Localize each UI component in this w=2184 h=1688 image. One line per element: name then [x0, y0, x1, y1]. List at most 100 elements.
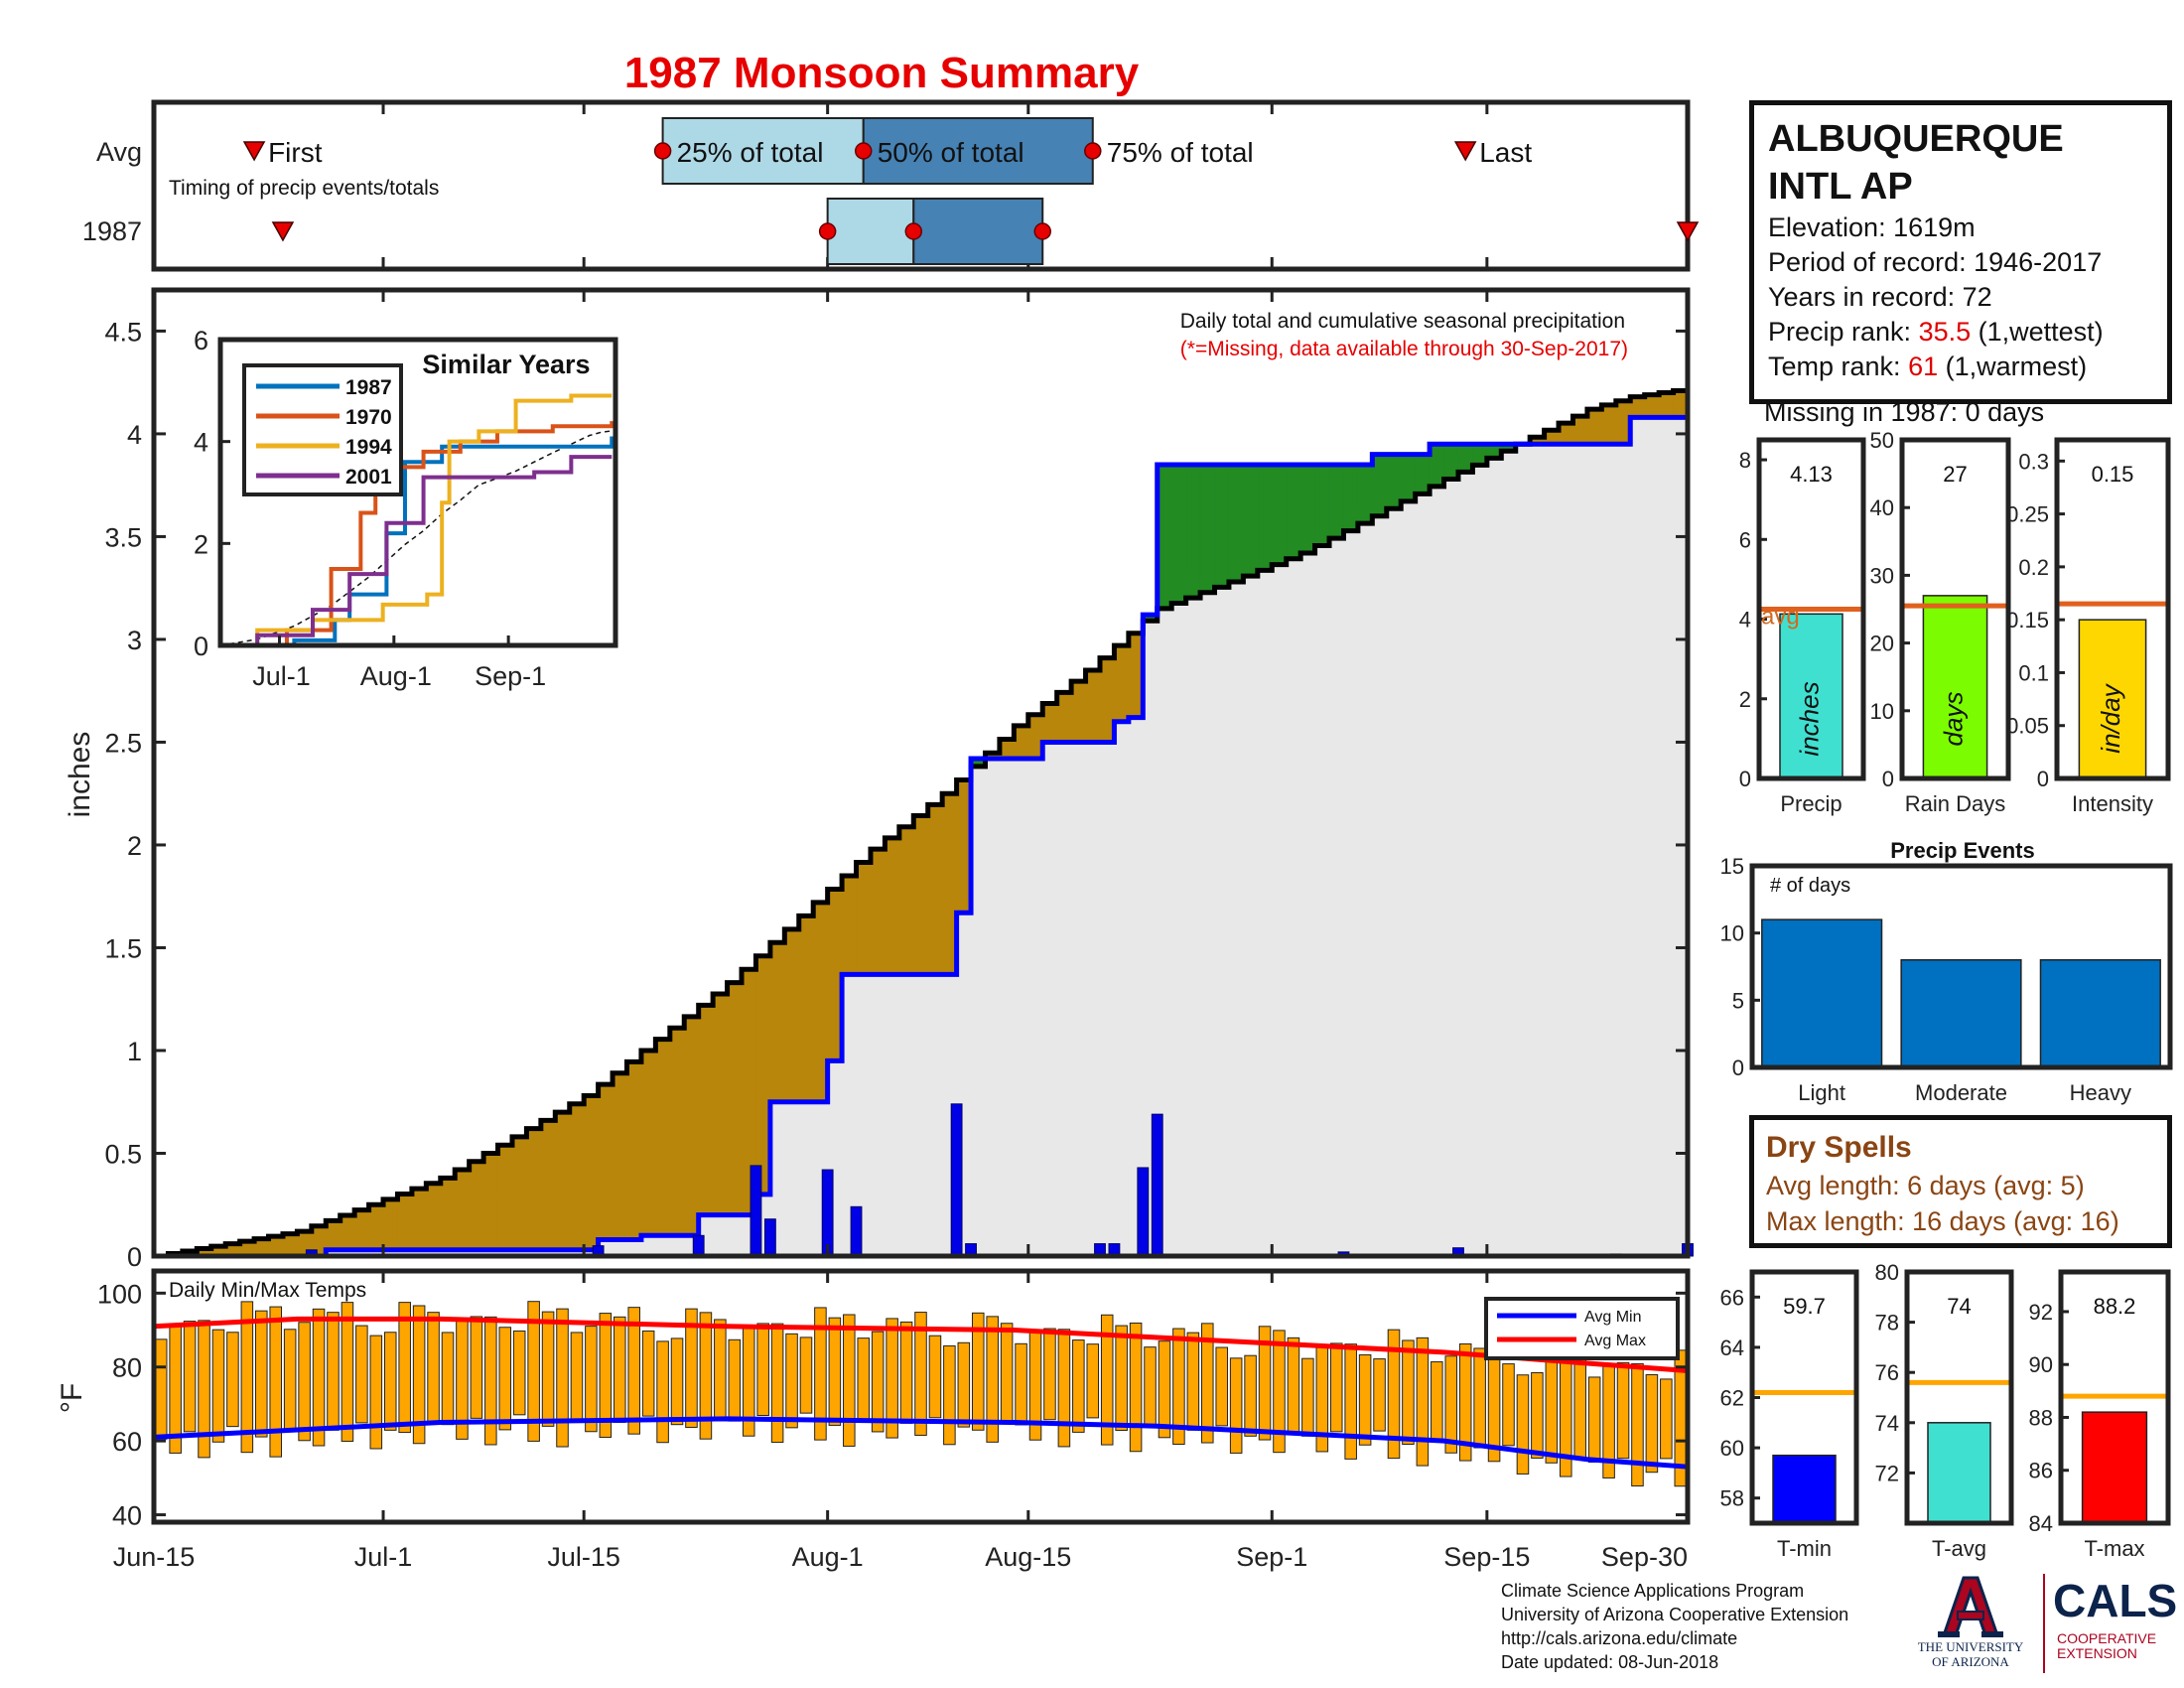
dry-spells-avg: Avg length: 6 days (avg: 5) — [1766, 1171, 2085, 1200]
intensity-ytick-label: 0.2 — [2018, 555, 2049, 580]
avg-p50-label: 50% of total — [878, 137, 1024, 168]
rain-days-ytick-label: 20 — [1870, 632, 1894, 656]
daily-temp-bar — [341, 1302, 354, 1443]
daily-temp-bar — [1416, 1336, 1430, 1467]
events-title: Precip Events — [1890, 838, 2035, 863]
daily-temp-bar — [685, 1308, 698, 1428]
precip-total-avg-label: avg — [1761, 604, 1800, 631]
daily-temp-bar — [1516, 1374, 1530, 1475]
intensity-ytick-label: 0.05 — [2006, 714, 2049, 739]
daily-temp-bar — [1100, 1314, 1114, 1446]
t-avg-ytick-label: 76 — [1875, 1360, 1899, 1385]
daily-precip-bar — [950, 1103, 963, 1257]
daily-precip-bar — [763, 1218, 776, 1257]
daily-temp-bar — [641, 1330, 655, 1417]
cals-logo-line2: EXTENSION — [2057, 1645, 2137, 1661]
main-ytick-label: 1.5 — [104, 933, 142, 963]
daily-temp-bar — [240, 1301, 254, 1454]
summary-bar-charts: 0 2 4 6 8 4.13 Precip inches avg 0 10 20 30 40 50 27 Rai… — [1739, 428, 2171, 816]
inset-frame — [217, 337, 618, 648]
main-annotation: Daily total and cumulative seasonal prec… — [1180, 310, 1625, 333]
daily-temp-bar — [1358, 1353, 1372, 1446]
precip-rank: Precip rank: 35.5 (1,wettest) — [1768, 315, 2153, 350]
precip-rank-value: 35.5 — [1918, 317, 1972, 347]
ua-logo-line1: THE UNIVERSITY — [1917, 1639, 2024, 1654]
daily-temp-bar — [857, 1337, 871, 1421]
daily-temp-bar — [871, 1331, 885, 1433]
temp-legend-box — [1484, 1297, 1680, 1360]
daily-temp-bar — [1015, 1342, 1027, 1426]
inset-series-line-2001 — [220, 455, 613, 647]
year-last-marker — [1676, 221, 1700, 242]
daily-temp-bar — [1287, 1336, 1300, 1434]
inset-legend-label: 1970 — [345, 406, 392, 429]
events-frame — [1749, 863, 2173, 1070]
daily-temp-bar — [427, 1312, 440, 1423]
inset-ytick-label: 4 — [194, 428, 208, 458]
university-of-arizona-logo-icon — [1938, 1576, 2003, 1637]
main-ytick-label: 0.5 — [104, 1139, 142, 1169]
t-avg-ytick-label: 78 — [1875, 1311, 1899, 1336]
daily-temp-bar — [255, 1310, 268, 1438]
station-name-line2: INTL AP — [1768, 166, 1913, 208]
temp-ylabel: °F — [56, 1383, 88, 1413]
cals-logo-line1: COOPERATIVE — [2057, 1630, 2157, 1646]
t-max-ytick-label: 84 — [2029, 1511, 2053, 1536]
legend-avg-max-label: Avg Max — [1584, 1333, 1646, 1349]
daily-temp-bar — [312, 1308, 326, 1447]
precip-total-value-label: 4.13 — [1790, 462, 1833, 487]
daily-temp-bar — [756, 1323, 769, 1417]
t-min-ytick-label: 58 — [1720, 1486, 1744, 1511]
daily-temp-bar — [585, 1326, 598, 1433]
daily-temp-bar — [1144, 1346, 1157, 1426]
daily-temp-bar — [1244, 1354, 1257, 1437]
year-50-75-box — [912, 198, 1044, 265]
precip-rank-label: Precip rank: — [1768, 317, 1919, 347]
temp-rank-value: 61 — [1908, 352, 1939, 381]
cumulative-precip-chart: 0 0.5 1 1.5 2 2.5 3 3.5 4 4.5 inches Daily total an… — [64, 287, 1694, 1272]
daily-temp-bar — [226, 1332, 239, 1428]
ua-logo-line2: OF ARIZONA — [1932, 1654, 2009, 1669]
year-p25-marker — [818, 222, 837, 240]
station-info-box: ALBUQUERQUE INTL AP Elevation: 1619m Per… — [1749, 100, 2172, 404]
main-ytick-label: 2 — [127, 831, 142, 861]
t-min-ytick-label: 62 — [1720, 1386, 1744, 1411]
temp-ytick-label: 100 — [97, 1279, 142, 1309]
date-tick-label: Sep-30 — [1601, 1542, 1688, 1572]
t-max-ytick-label: 90 — [2029, 1352, 2053, 1377]
rain-days-value-label: 27 — [1943, 462, 1967, 487]
t-avg-xlabel: T-avg — [1932, 1536, 1986, 1561]
date-tick-label: Sep-1 — [1236, 1542, 1307, 1572]
daily-temp-bar — [1402, 1339, 1415, 1445]
precip-rank-note: (1,wettest) — [1971, 317, 2104, 347]
precip-total-ytick-label: 4 — [1739, 608, 1751, 633]
daily-temp-bar — [355, 1325, 368, 1424]
t-avg-bar — [1927, 1422, 1991, 1524]
daily-temp-bar — [1186, 1332, 1200, 1431]
daily-precip-bar — [692, 1234, 705, 1257]
daily-temp-bar — [614, 1316, 626, 1423]
station-elevation: Elevation: 1619m — [1768, 212, 1976, 242]
daily-temp-bar — [843, 1314, 856, 1447]
daily-temp-bar — [398, 1302, 411, 1434]
daily-temp-bar — [1444, 1355, 1458, 1454]
daily-temp-bar — [957, 1341, 971, 1428]
daily-precip-bar — [1137, 1167, 1150, 1257]
rain-days-ytick-label: 10 — [1870, 699, 1894, 724]
date-tick-label: Jun-15 — [113, 1542, 196, 1572]
dry-spells-box: Dry Spells Avg length: 6 days (avg: 5) M… — [1749, 1115, 2172, 1248]
daily-temp-bar — [1301, 1357, 1314, 1437]
daily-temp-bar — [369, 1335, 383, 1450]
year-first-marker — [271, 221, 295, 242]
credits-url[interactable]: http://cals.arizona.edu/climate — [1501, 1628, 1738, 1648]
daily-temp-bar — [1172, 1328, 1185, 1445]
t-avg-frame — [1904, 1269, 2014, 1526]
avg-last-marker — [1453, 141, 1477, 162]
daily-temp-bar — [154, 1338, 168, 1440]
intensity-value-label: 0.15 — [2092, 462, 2134, 487]
missing-days: Missing in 1987: 0 days — [1764, 397, 2045, 427]
daily-temp-bar — [1473, 1347, 1486, 1449]
daily-temp-bar — [1531, 1372, 1544, 1459]
daily-temp-bar — [1431, 1361, 1443, 1441]
daily-temp-bar — [211, 1329, 225, 1443]
